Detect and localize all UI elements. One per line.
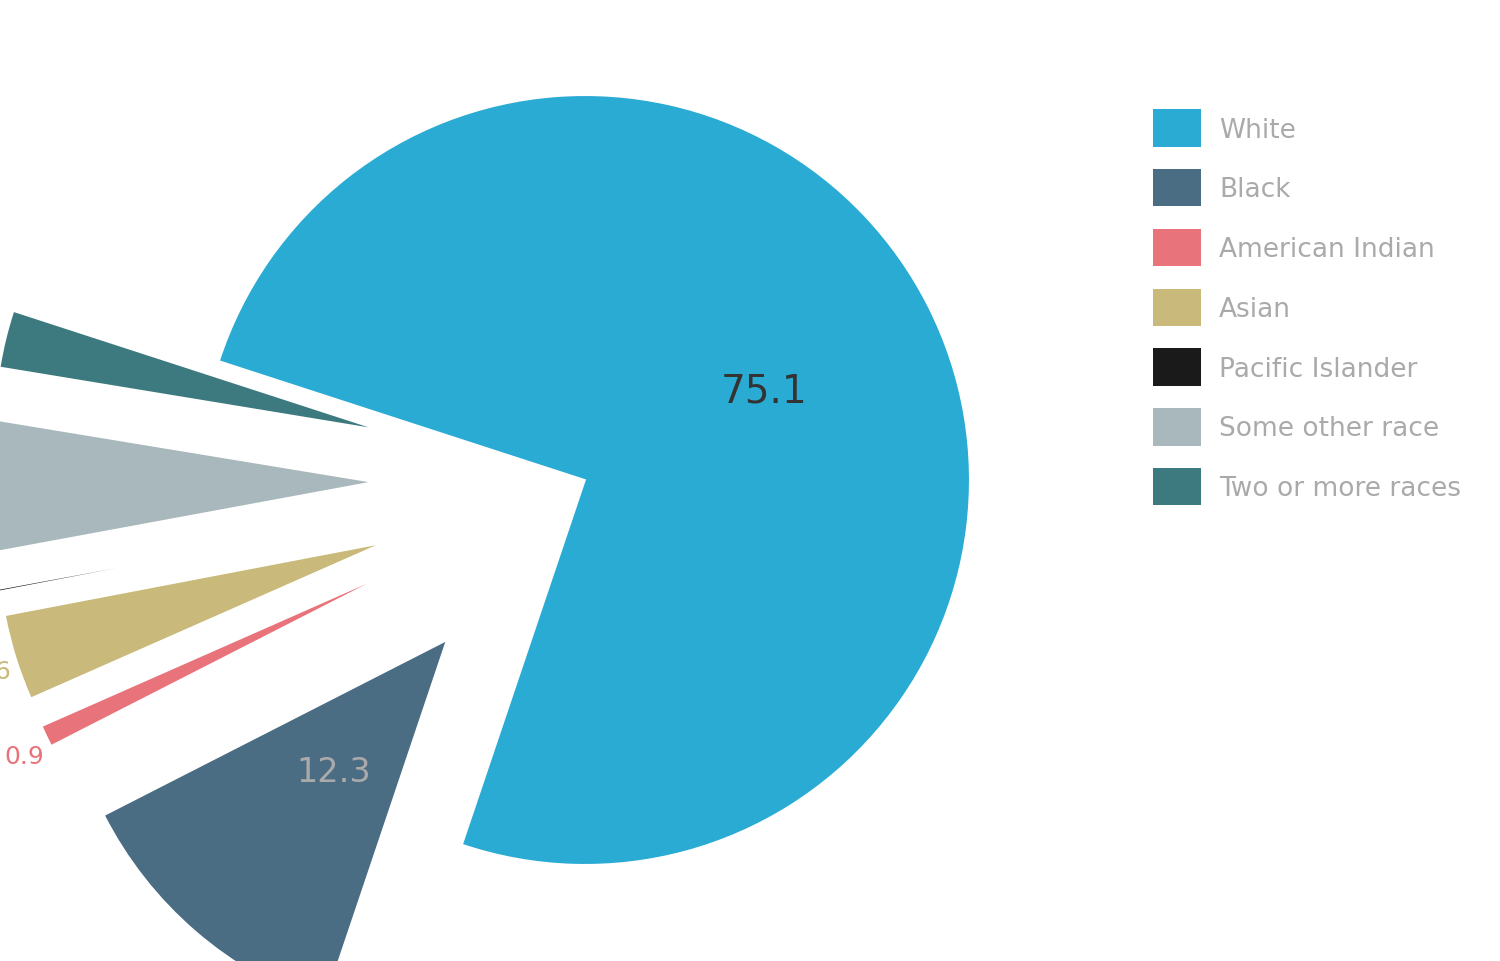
Text: 12.3: 12.3 xyxy=(297,755,370,788)
Wedge shape xyxy=(42,571,394,746)
Wedge shape xyxy=(104,641,447,961)
Wedge shape xyxy=(219,96,970,865)
Wedge shape xyxy=(4,543,382,699)
Text: 0.9: 0.9 xyxy=(4,744,45,768)
Wedge shape xyxy=(0,311,380,431)
Wedge shape xyxy=(0,520,376,592)
Wedge shape xyxy=(0,420,374,553)
Legend: White, Black, American Indian, Asian, Pacific Islander, Some other race, Two or : White, Black, American Indian, Asian, Pa… xyxy=(1143,100,1472,516)
Text: 3.6: 3.6 xyxy=(0,659,12,683)
Text: 75.1: 75.1 xyxy=(720,372,807,409)
